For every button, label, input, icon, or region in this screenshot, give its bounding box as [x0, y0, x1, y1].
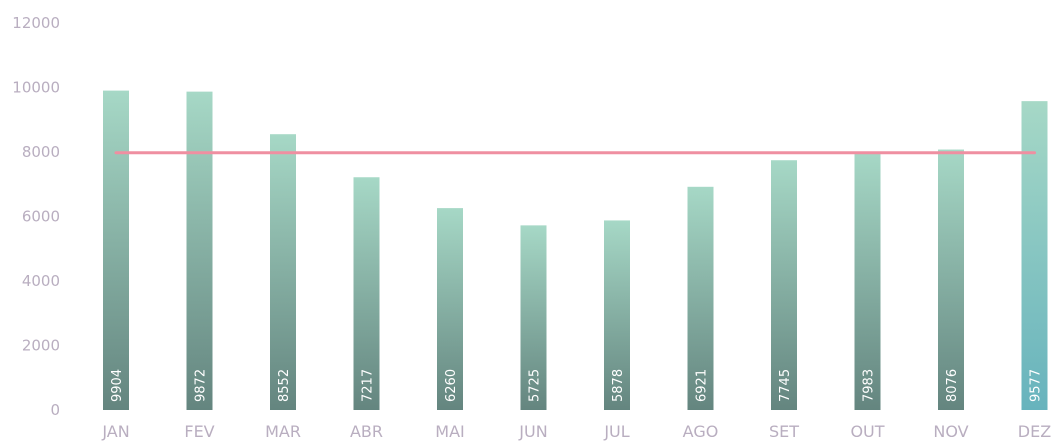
y-tick-label: 12000 [12, 14, 60, 32]
bar-series: 9904 9872 8552 7217 6260 5725 5878 6921 7745 7983… [103, 90, 1048, 411]
bar-data-label: 7217 [361, 369, 376, 402]
bar-data-label: 8552 [277, 369, 292, 402]
bar-set [771, 160, 797, 410]
x-tick-label: JUL [603, 422, 629, 441]
x-tick-label: JAN [101, 422, 129, 441]
x-tick-label: MAR [265, 422, 301, 441]
bar-data-label: 5878 [611, 369, 626, 402]
bar-nov [938, 149, 964, 410]
x-tick-label: FEV [184, 422, 214, 441]
x-tick-label: AGO [683, 422, 719, 441]
bar-mai [437, 208, 463, 410]
bar-jan [103, 90, 129, 410]
x-axis: JAN FEV MAR ABR MAI JUN JUL AGO SET OUT NOV DEZ [101, 422, 1051, 441]
bar-data-label: 5725 [528, 369, 543, 402]
x-tick-label: NOV [933, 422, 968, 441]
y-tick-label: 4000 [22, 272, 60, 290]
bar-mar [270, 134, 296, 410]
y-axis: 0 2000 4000 6000 8000 10000 12000 [12, 14, 60, 419]
bar-data-label: 9577 [1029, 369, 1044, 402]
x-tick-label: DEZ [1018, 422, 1051, 441]
bar-fev [186, 91, 213, 411]
y-tick-label: 10000 [12, 79, 60, 97]
bar-out [854, 152, 881, 410]
x-tick-label: OUT [850, 422, 884, 441]
bar-jul [604, 220, 630, 410]
y-tick-label: 6000 [22, 208, 60, 226]
bar-data-label: 7983 [862, 369, 877, 402]
bar-dez [1021, 101, 1048, 410]
bar-data-label: 6921 [695, 369, 710, 402]
bar-ago [687, 186, 714, 410]
bar-data-label: 9872 [194, 369, 209, 402]
bar-data-label: 8076 [945, 369, 960, 402]
y-tick-label: 8000 [22, 143, 60, 161]
x-tick-label: JUN [518, 422, 547, 441]
bar-jun [520, 225, 547, 410]
bar-abr [353, 177, 380, 410]
x-tick-label: MAI [435, 422, 464, 441]
bar-data-label: 9904 [110, 369, 125, 402]
x-tick-label: SET [769, 422, 799, 441]
y-tick-label: 2000 [22, 337, 60, 355]
bar-data-label: 7745 [778, 369, 793, 402]
y-tick-label: 0 [50, 401, 60, 419]
x-tick-label: ABR [350, 422, 383, 441]
bar-data-label: 6260 [444, 369, 459, 402]
